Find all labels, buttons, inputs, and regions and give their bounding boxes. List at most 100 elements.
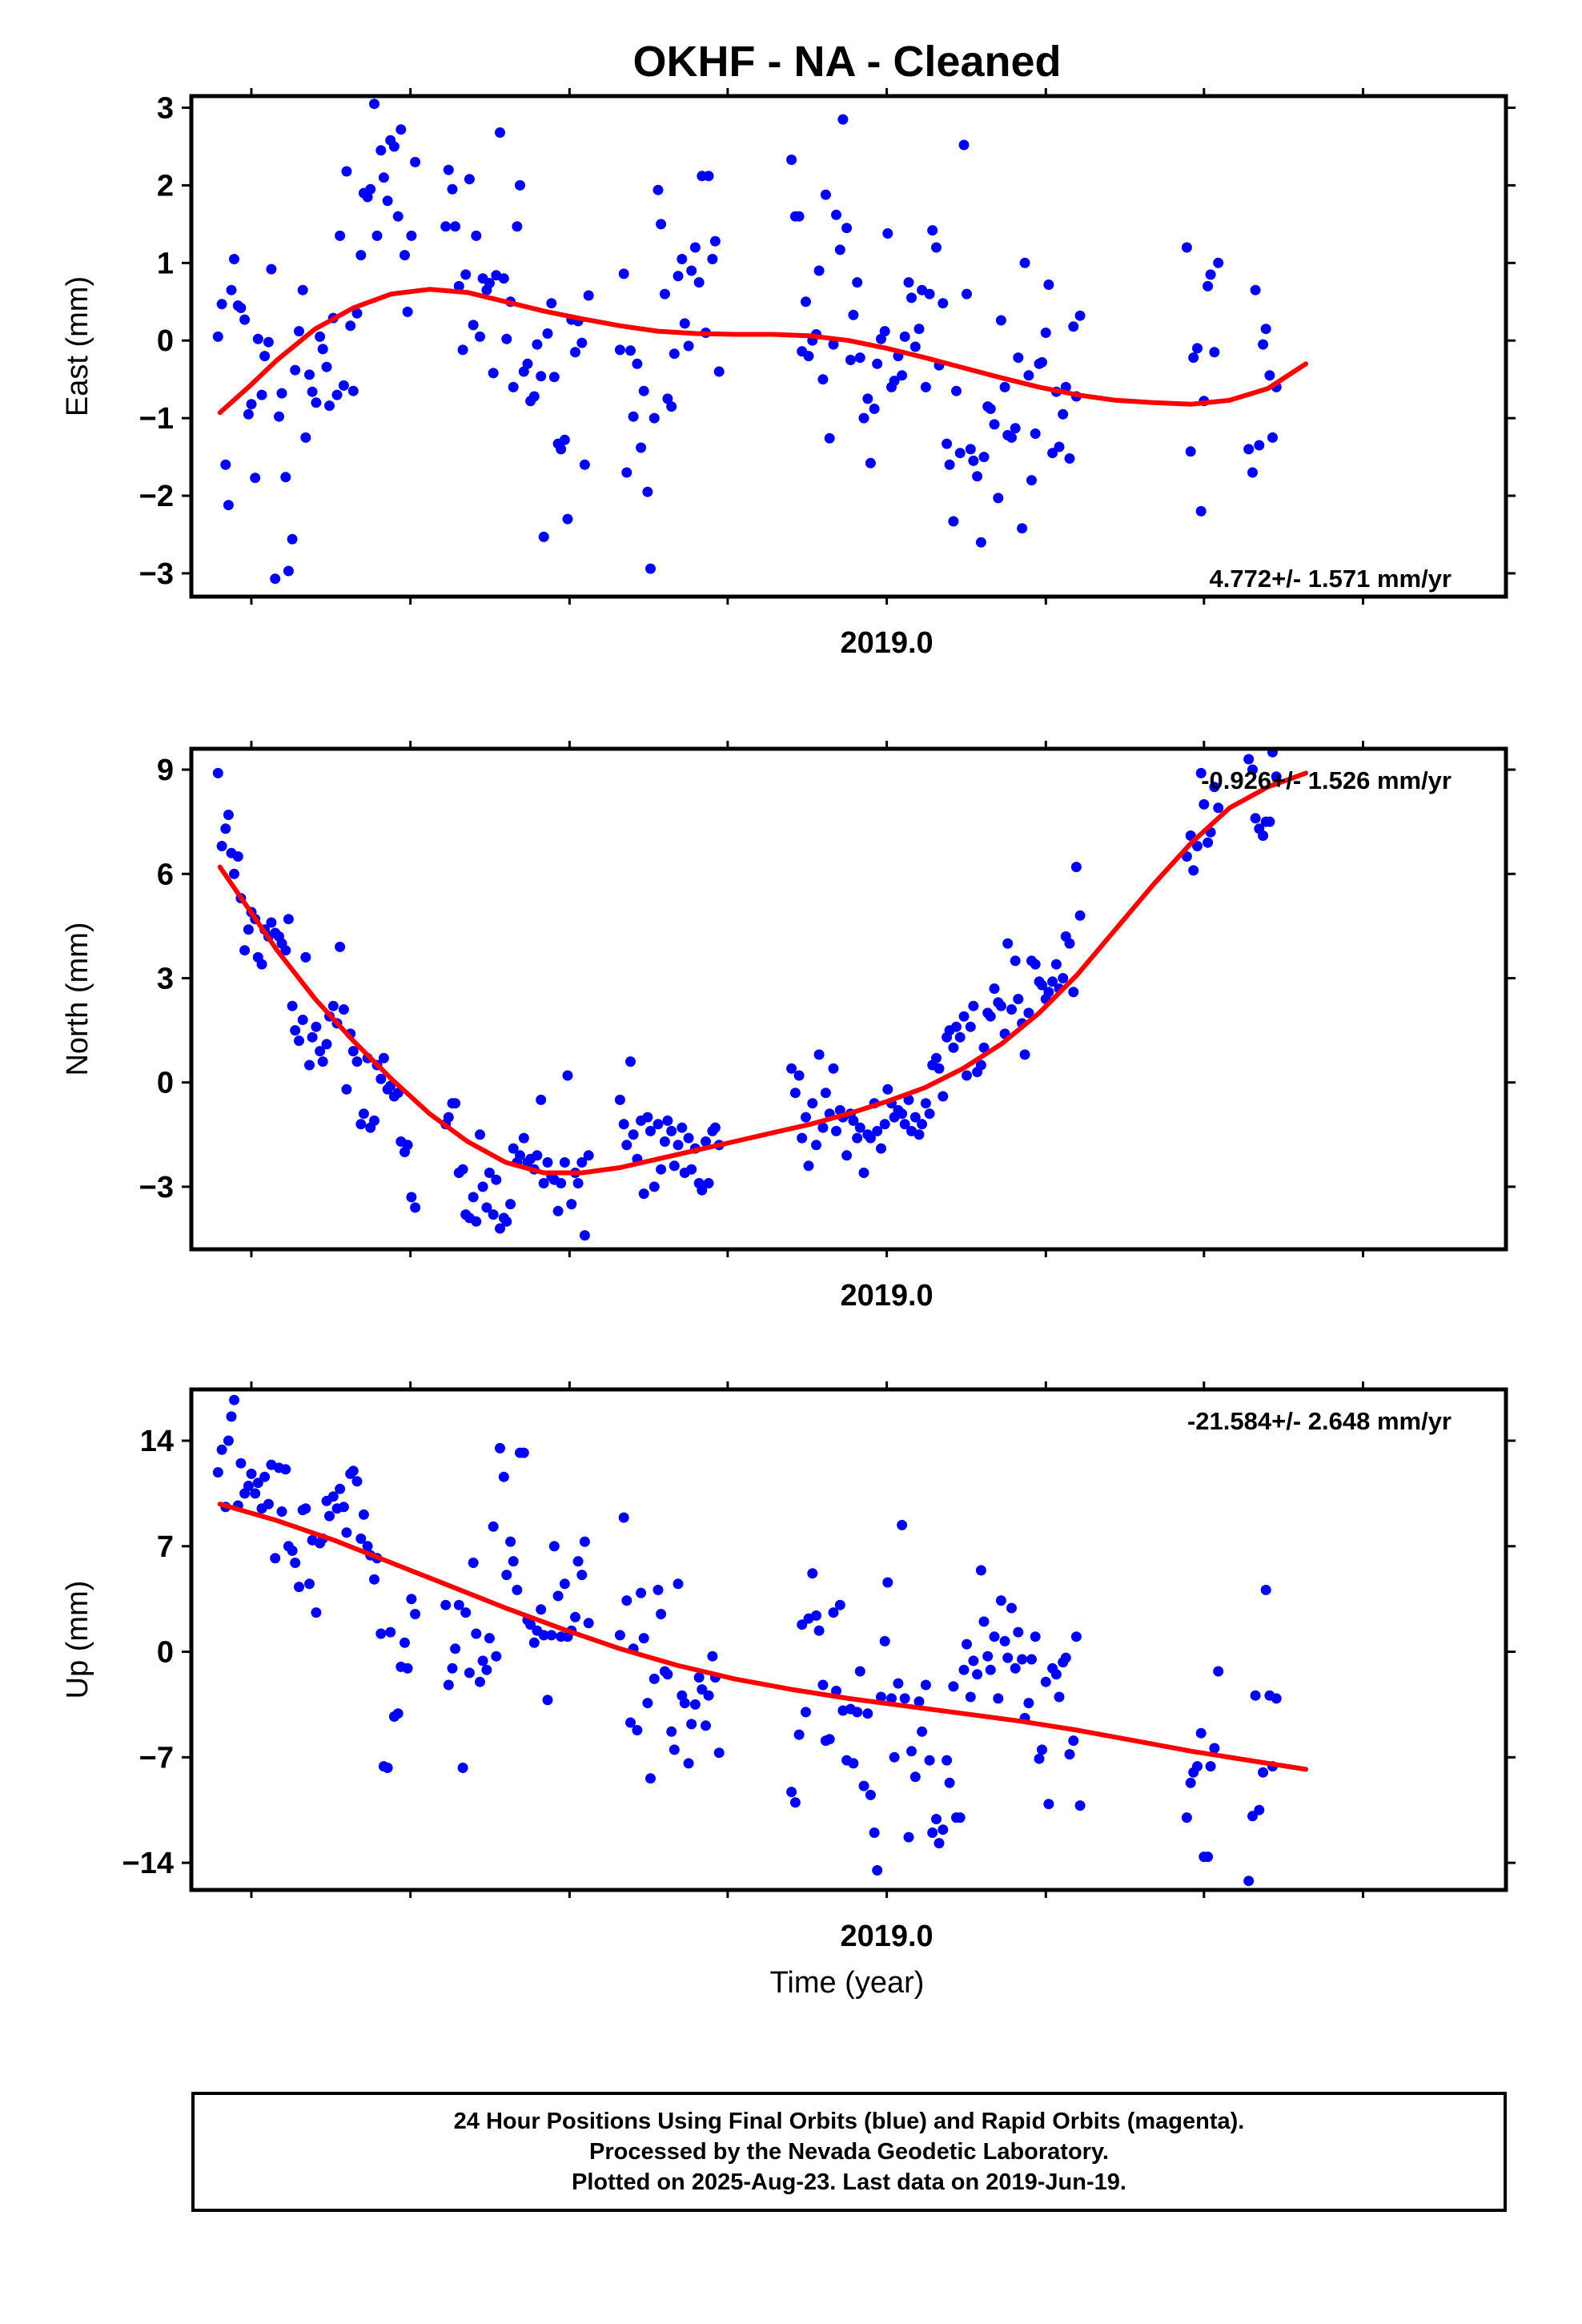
data-point: [552, 1205, 564, 1216]
data-point: [1040, 1676, 1051, 1687]
data-point: [820, 189, 831, 200]
data-point: [632, 1725, 643, 1735]
data-point: [484, 278, 495, 288]
data-point: [290, 1558, 301, 1568]
data-point: [246, 399, 257, 410]
data-point: [351, 308, 363, 319]
data-point: [801, 1707, 811, 1718]
data-point: [701, 1136, 711, 1147]
data-point: [1068, 321, 1079, 332]
data-point: [321, 361, 332, 372]
data-point: [831, 1125, 841, 1136]
data-point: [501, 1216, 512, 1227]
data-point: [477, 1181, 488, 1192]
data-point: [931, 1814, 942, 1824]
data-point: [909, 1771, 921, 1783]
data-point: [311, 397, 322, 408]
data-point: [475, 1676, 485, 1687]
data-point: [648, 1181, 660, 1192]
data-point: [1209, 347, 1220, 358]
data-point: [508, 381, 519, 392]
fit-curve: [217, 287, 1309, 416]
y-tick-label: 2: [157, 169, 174, 203]
data-point: [689, 1699, 701, 1710]
data-point: [942, 1755, 953, 1766]
data-point: [566, 1199, 577, 1210]
data-point: [1271, 1693, 1282, 1704]
data-point: [1023, 370, 1034, 381]
y-tick-label: 0: [157, 1067, 174, 1100]
y-axis-label: North (mm): [61, 922, 94, 1076]
data-point: [652, 1584, 664, 1595]
data-point: [931, 1052, 942, 1063]
data-point: [686, 1719, 697, 1730]
data-point: [562, 513, 573, 525]
data-point: [335, 230, 346, 241]
data-point: [556, 1178, 567, 1188]
data-point: [1192, 1761, 1203, 1772]
data-point: [962, 1638, 972, 1650]
data-point: [903, 1831, 914, 1843]
data-point: [321, 1039, 332, 1050]
data-point: [347, 385, 359, 396]
plot-frame: [189, 94, 1508, 599]
data-point: [1058, 408, 1069, 420]
data-point: [440, 1599, 452, 1610]
data-point: [659, 1136, 670, 1147]
data-point: [338, 1502, 349, 1513]
data-point: [618, 1512, 629, 1523]
data-point: [638, 1633, 649, 1644]
data-point: [848, 1758, 859, 1769]
data-point: [385, 1626, 396, 1638]
data-point: [636, 1587, 647, 1598]
data-point: [243, 1481, 254, 1491]
data-point: [1185, 1777, 1196, 1788]
data-point: [542, 1695, 553, 1706]
data-point: [813, 1049, 825, 1060]
chart-title: OKHF - NA - Cleaned: [632, 38, 1061, 86]
data-point: [807, 1568, 818, 1579]
y-tick-label: −7: [139, 1741, 174, 1775]
data-point: [443, 164, 454, 175]
data-point: [879, 326, 890, 337]
data-point: [341, 1527, 352, 1538]
data-point: [1243, 754, 1255, 765]
data-point: [789, 1797, 801, 1808]
data-point: [1010, 1663, 1021, 1674]
data-point: [893, 1678, 904, 1689]
data-layer: [212, 99, 1309, 585]
x-axis-label: Time (year): [770, 1966, 925, 2000]
data-point: [216, 1444, 227, 1455]
data-point: [803, 1160, 814, 1172]
data-point: [882, 1577, 893, 1588]
data-point: [934, 1838, 945, 1849]
data-point: [1030, 428, 1041, 439]
data-point: [614, 1630, 625, 1641]
data-point: [954, 1812, 966, 1823]
rate-annotation: -21.584+/- 2.648 mm/yr: [1187, 1407, 1452, 1435]
data-point: [583, 290, 594, 301]
data-point: [300, 1503, 311, 1514]
data-point: [559, 1157, 570, 1168]
data-point: [327, 1491, 339, 1502]
data-point: [968, 1000, 979, 1011]
footer-line-1: 24 Hour Positions Using Final Orbits (bl…: [453, 2109, 1245, 2134]
data-point: [579, 459, 590, 470]
rate-annotation: -0.926+/- 1.526 mm/yr: [1201, 766, 1452, 794]
data-point: [693, 277, 705, 288]
data-point: [1188, 352, 1199, 364]
data-point: [1074, 910, 1086, 921]
data-point: [879, 1119, 890, 1130]
y-tick-label: 9: [157, 754, 174, 787]
data-point: [256, 389, 267, 400]
data-point: [392, 211, 404, 222]
data-point: [223, 500, 234, 511]
data-point: [697, 1184, 708, 1196]
data-point: [324, 1510, 335, 1522]
data-point: [338, 380, 349, 391]
data-point: [515, 179, 525, 191]
data-point: [1181, 242, 1192, 253]
data-point: [576, 1570, 588, 1581]
data-point: [697, 1684, 708, 1695]
data-point: [471, 1628, 482, 1639]
